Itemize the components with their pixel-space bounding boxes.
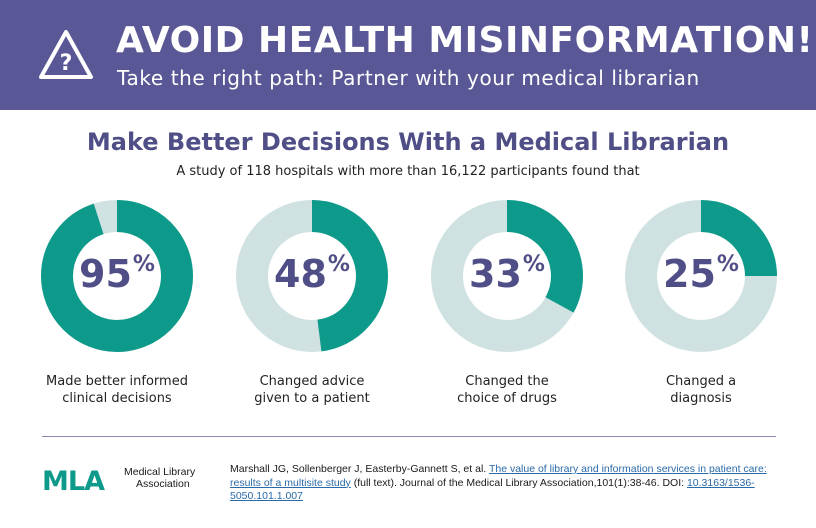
percent-sign: % [327,252,350,277]
stat-label-line2: given to a patient [254,391,370,406]
mla-logo-mark: MLA [42,466,106,493]
donut-chart [431,200,583,352]
stat-number: 48 [274,252,327,296]
stat-number: 33 [469,252,522,296]
stat-label-line2: diagnosis [670,391,732,406]
stat-label-line2: choice of drugs [457,391,557,406]
stat-label: Changed the choice of drugs [412,373,602,407]
donut-chart [236,200,388,352]
citation-authors: Marshall JG, Sollenberger J, Easterby-Ga… [230,463,489,475]
banner-title: AVOID HEALTH MISINFORMATION! [116,20,814,61]
stat-label-line1: Changed the [465,374,549,389]
citation: Marshall JG, Sollenberger J, Easterby-Ga… [230,463,776,504]
donut-chart [41,200,193,352]
svg-text:?: ? [60,51,73,76]
stat-label-line1: Changed advice [259,374,365,389]
citation-article-link[interactable]: The value of library and information ser… [230,463,767,489]
donut-fill [236,200,388,352]
stat-value: 33% [412,252,602,296]
warning-icon: ? [39,30,93,79]
donut-fill [431,200,583,352]
header-banner: ? AVOID HEALTH MISINFORMATION! Take the … [0,0,816,110]
stat-value: 48% [217,252,407,296]
stat-label: Changed advice given to a patient [217,373,407,407]
stat-label: Made better informed clinical decisions [22,373,212,407]
stat-card: 48% Changed advice given to a patient [217,198,407,408]
stat-label-line1: Made better informed [46,374,188,389]
stat-value: 95% [22,252,212,296]
svg-text:MLA: MLA [42,466,105,493]
stat-label-line1: Changed a [665,374,737,389]
percent-sign: % [716,252,739,277]
donut-fill [625,200,777,352]
section-heading: Make Better Decisions With a Medical Lib… [86,128,730,156]
banner-subtitle: Take the right path: Partner with your m… [117,66,700,90]
mla-logo: MLA Medical Library Association [42,465,212,495]
donut-fill [41,200,193,352]
logo-line2: Association [136,478,190,490]
stat-card: 33% Changed the choice of drugs [412,198,602,408]
stat-number: 95 [79,252,132,296]
percent-sign: % [522,252,545,277]
citation-journal: (full text). Journal of the Medical Libr… [350,476,687,489]
donut-charts: 95% Made better informed clinical decisio… [0,198,816,418]
stat-card: 25% Changed a diagnosis [606,198,796,408]
citation-doi-link[interactable]: 10.3163/1536-5050.101.1.007 [230,476,755,503]
logo-line1: Medical Library [124,466,196,478]
stat-label: Changed a diagnosis [606,373,796,407]
stat-label-line2: clinical decisions [62,391,172,406]
stat-number: 25 [663,252,716,296]
percent-sign: % [132,252,155,277]
stat-card: 95% Made better informed clinical decisio… [22,198,212,408]
divider [42,436,776,437]
mla-logo-text: Medical Library Association [124,466,195,490]
intro-text: A study of 118 hospitals with more than … [176,164,640,179]
donut-chart [625,200,777,352]
stat-value: 25% [606,252,796,296]
